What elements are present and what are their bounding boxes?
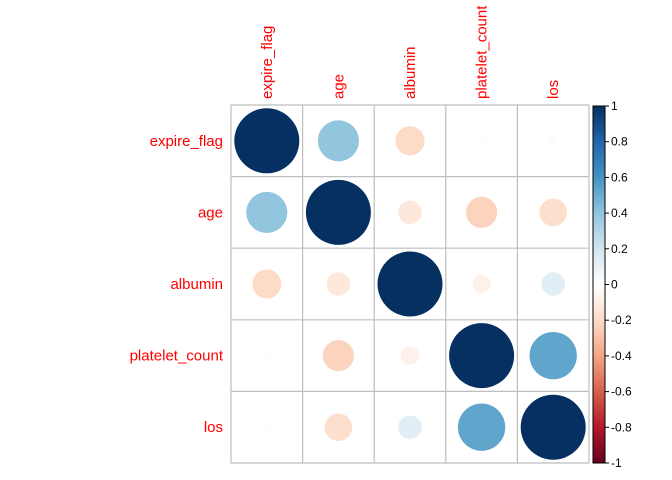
correlation-circle-albumin-los [541,272,565,296]
correlation-circle-expire_flag-albumin [395,126,425,156]
correlation-circle-los-albumin [398,415,422,439]
colorbar: 1 0.8 0.6 0.4 0.2 0 -0.2 -0.4 -0.6 -0.8 -1 [592,99,632,470]
correlation-circle-albumin-platelet_count [472,274,491,294]
correlation-circle-expire_flag-age [317,120,359,162]
row-label: los [204,419,223,436]
row-label: albumin [170,276,223,293]
correlation-circle-los-age [324,413,353,441]
correlation-circle-los-platelet_count [457,403,506,451]
colorbar-tick-label: -0.4 [611,349,632,363]
correlation-circle-expire_flag-expire_flag [234,108,300,174]
correlation-circle-albumin-age [326,272,351,296]
correlation-circle-age-age [305,179,371,245]
row-label: platelet_count [130,348,224,365]
correlation-circle-expire_flag-los [548,136,558,146]
colorbar-tick-label: -1 [611,456,622,470]
correlation-circle-platelet_count-albumin [400,346,420,365]
colorbar-tick-label: 0 [611,278,618,292]
correlation-circle-albumin-albumin [377,251,443,317]
correlation-circle-los-los [520,394,586,460]
column-label: expire_flag [259,26,276,99]
correlation-circle-age-expire_flag [246,191,288,233]
correlation-circle-age-albumin [398,200,422,225]
colorbar-tick-label: -0.2 [611,313,632,327]
correlation-circle-platelet_count-platelet_count [449,323,515,389]
column-label: albumin [402,46,419,99]
correlation-circle-albumin-expire_flag [252,269,282,299]
grid [230,104,590,464]
correlation-circle-platelet_count-expire_flag [263,352,271,359]
correlation-circle-platelet_count-los [529,331,577,380]
colorbar-tick-label: -0.6 [611,385,632,399]
colorbar-gradient [592,105,606,464]
correlation-circle-platelet_count-age [322,340,354,372]
colorbar-tick-label: -0.8 [611,420,632,434]
correlation-circle-age-platelet_count [466,196,498,228]
correlation-circle-los-expire_flag [262,422,272,432]
correlation-circle-expire_flag-platelet_count [478,137,485,145]
colorbar-tick-label: 0.6 [611,170,628,184]
column-label: platelet_count [474,5,491,99]
column-label: los [545,80,562,99]
correlation-circle-age-los [539,198,567,227]
colorbar-tick-label: 1 [611,99,618,113]
colorbar-tick-label: 0.2 [611,242,628,256]
colorbar-tick-label: 0.4 [611,206,628,220]
colorbar-tick-label: 0.8 [611,135,628,149]
row-label: expire_flag [150,133,223,150]
column-label: age [330,74,347,99]
row-label: age [198,204,223,221]
correlation-circles [234,108,586,460]
